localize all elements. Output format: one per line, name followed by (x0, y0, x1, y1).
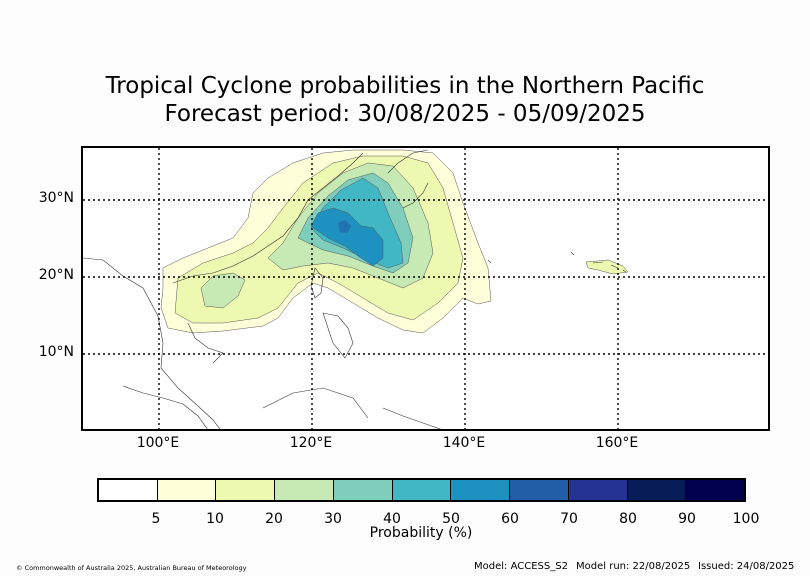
colorbar-segment-9 (627, 480, 687, 500)
lat-label-10n: 10°N (38, 344, 74, 360)
colorbar-label: Probability (%) (369, 525, 473, 541)
contour-50 (310, 207, 384, 267)
colorbar-segment-0 (99, 480, 158, 500)
colorbar-tick-30: 30 (324, 511, 342, 527)
colorbar-tick-5: 5 (151, 511, 161, 527)
probability-contours (160, 149, 629, 334)
colorbar-segment-10 (686, 480, 745, 500)
lon-label-140e: 140°E (442, 435, 486, 451)
colorbar-segment-5 (392, 480, 452, 500)
colorbar-tick-10: 10 (206, 511, 224, 527)
lon-label-160e: 160°E (595, 435, 639, 451)
model-name: Model: ACCESS_S2 (474, 561, 568, 572)
colorbar-tick-50: 50 (442, 511, 460, 527)
colorbar-tick-70: 70 (560, 511, 578, 527)
colorbar-tick-40: 40 (383, 511, 401, 527)
coastlines (83, 149, 627, 429)
colorbar-tick-80: 80 (619, 511, 637, 527)
colorbar-segment-4 (333, 480, 393, 500)
issued-date: Issued: 24/08/2025 (698, 561, 795, 572)
contour-60 (337, 219, 352, 234)
colorbar-segment-6 (451, 480, 511, 500)
colorbar-tick-90: 90 (678, 511, 696, 527)
colorbar-tick-20: 20 (265, 511, 283, 527)
colorbar-segment-7 (510, 480, 569, 500)
lat-label-30n: 30°N (38, 190, 74, 206)
map-canvas (83, 148, 768, 429)
probability-map (81, 146, 770, 431)
colorbar-segment-1 (157, 480, 217, 500)
colorbar-tick-60: 60 (501, 511, 519, 527)
colorbar (97, 478, 746, 502)
colorbar-segment-3 (275, 480, 334, 500)
lon-label-120e: 120°E (289, 435, 333, 451)
lon-label-100e: 100°E (136, 435, 180, 451)
lat-label-20n: 20°N (38, 267, 74, 283)
chart-title-line1: Tropical Cyclone probabilities in the No… (105, 73, 705, 99)
colorbar-tick-100: 100 (732, 511, 760, 527)
model-run-date: Model run: 22/08/2025 (576, 561, 691, 572)
colorbar-segment-8 (568, 480, 628, 500)
contour-20-west (200, 272, 246, 309)
colorbar-segment-2 (216, 480, 276, 500)
copyright-text: © Commonwealth of Australia 2025, Austra… (16, 564, 247, 572)
chart-title-line2: Forecast period: 30/08/2025 - 05/09/2025 (164, 101, 646, 127)
contour-hawaii (585, 259, 629, 275)
